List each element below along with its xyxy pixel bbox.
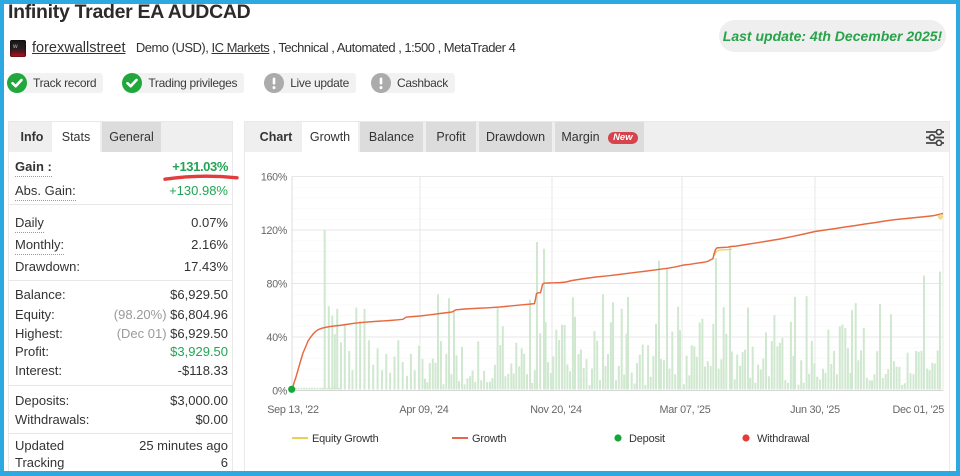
svg-text:Withdrawal: Withdrawal <box>757 433 809 445</box>
svg-text:Nov 20, '24: Nov 20, '24 <box>530 404 582 416</box>
svg-text:Growth: Growth <box>472 433 506 445</box>
svg-text:80%: 80% <box>267 278 288 290</box>
svg-text:Deposit: Deposit <box>629 433 665 445</box>
svg-text:160%: 160% <box>261 171 288 183</box>
svg-text:Sep 13, '22: Sep 13, '22 <box>267 404 319 416</box>
svg-text:Mar 07, '25: Mar 07, '25 <box>660 404 711 416</box>
svg-text:Jun 30, '25: Jun 30, '25 <box>790 404 840 416</box>
svg-text:Dec 01, '25: Dec 01, '25 <box>892 404 944 416</box>
svg-text:120%: 120% <box>261 225 288 237</box>
svg-text:Equity Growth: Equity Growth <box>312 433 379 445</box>
svg-text:40%: 40% <box>267 332 288 344</box>
svg-text:0%: 0% <box>272 385 288 397</box>
svg-text:Apr 09, '24: Apr 09, '24 <box>399 404 448 416</box>
